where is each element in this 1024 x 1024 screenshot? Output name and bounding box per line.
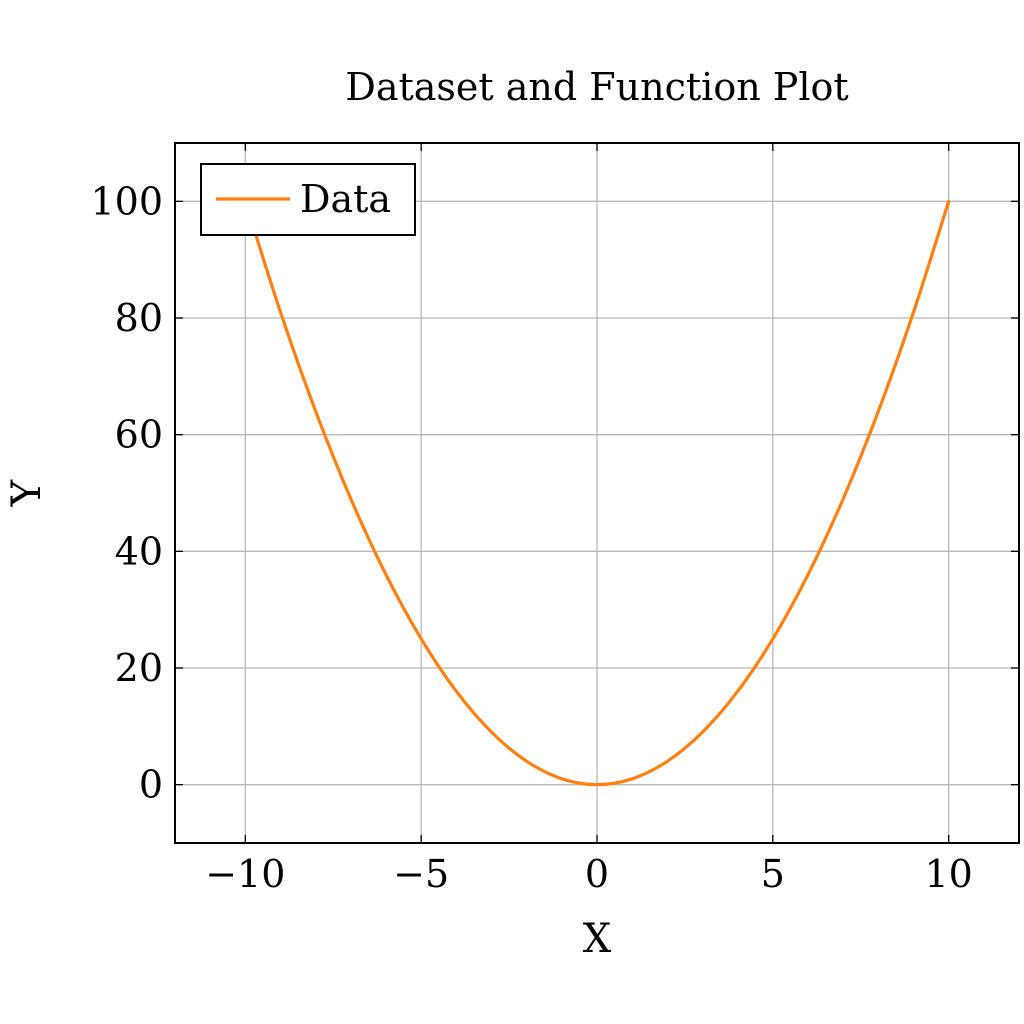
grid: [175, 143, 1019, 843]
y-tick-label: 0: [139, 763, 163, 807]
x-tick-label: 5: [761, 852, 785, 896]
legend: Data: [200, 163, 416, 236]
x-tick-labels: −10 −5 0 5 10: [205, 852, 973, 896]
y-tick-label: 80: [115, 296, 163, 340]
y-axis-label: Y: [4, 479, 50, 507]
x-tick-label: 10: [924, 852, 972, 896]
series-line-data: [243, 199, 951, 787]
x-axis-label: X: [583, 916, 612, 962]
chart-title: Dataset and Function Plot: [345, 65, 848, 109]
y-tick-label: 20: [115, 646, 163, 690]
series-layer: [243, 199, 951, 787]
legend-label-data: Data: [300, 177, 391, 221]
x-tick-label: 0: [585, 852, 609, 896]
x-tick-label: −5: [393, 852, 449, 896]
x-tick-label: −10: [205, 852, 285, 896]
y-tick-label: 40: [115, 529, 163, 573]
tick-marks: [175, 143, 1019, 843]
legend-box: [200, 163, 416, 236]
y-tick-labels: 0 20 40 60 80 100: [90, 179, 163, 806]
y-tick-label: 60: [115, 413, 163, 457]
y-tick-label: 100: [90, 179, 163, 223]
